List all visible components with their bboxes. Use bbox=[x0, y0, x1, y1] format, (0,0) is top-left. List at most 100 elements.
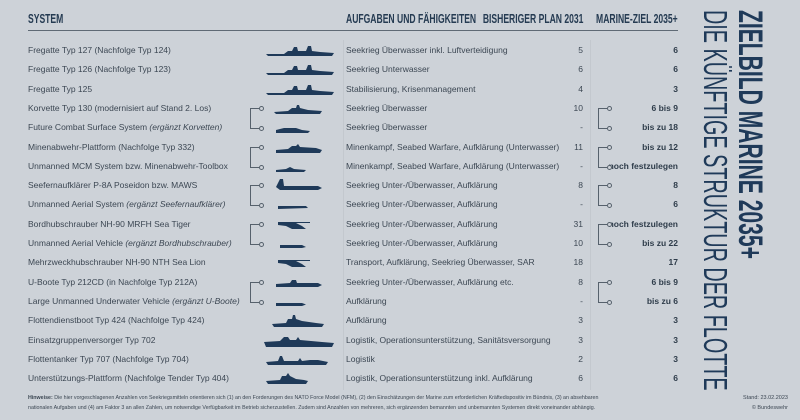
corvette-icon bbox=[274, 104, 322, 114]
underwater-vehicle-icon bbox=[276, 302, 306, 306]
target-2035-value: 8 bbox=[673, 180, 678, 191]
table-row: Flottendienstboot Typ 424 (Nachfolge Typ… bbox=[0, 311, 700, 330]
tasks: Seekrieg Überwasser bbox=[346, 122, 428, 133]
plan-2031-value: 6 bbox=[578, 64, 583, 75]
tasks: Stabilisierung, Krisenmanagement bbox=[346, 83, 476, 94]
connector-dot bbox=[607, 221, 612, 227]
footnote-line-1: Hinweise: Die hier vorgeschlagenen Anzah… bbox=[28, 395, 598, 401]
table-row: U-Boote Typ 212CD (in Nachfolge Typ 212A… bbox=[0, 273, 700, 292]
system-name: Fregatte Typ 126 (Nachfolge Typ 123) bbox=[28, 60, 171, 79]
table-row: Unmanned MCM System bzw. Minenabwehr-Too… bbox=[0, 157, 700, 176]
header-divider bbox=[28, 30, 678, 31]
table-row: Fregatte Typ 126 (Nachfolge Typ 123) Seek… bbox=[0, 60, 700, 79]
system-label: Einsatzgruppenversorger Typ 702 bbox=[28, 334, 156, 345]
group-bracket bbox=[598, 279, 612, 305]
target-2035-value: bis zu 6 bbox=[646, 295, 678, 306]
footnote-line-2: nationalen Aufgaben und (4) am Faktor 3 … bbox=[28, 405, 596, 411]
header-system: SYSTEM bbox=[28, 11, 64, 26]
plan-2031-value: 10 bbox=[573, 102, 583, 113]
date-stamp: Stand: 23.02.2023 bbox=[743, 395, 788, 401]
uav-icon bbox=[280, 245, 306, 248]
system-name: Bordhubschrauber NH-90 MRFH Sea Tiger bbox=[28, 215, 191, 234]
header-tasks: AUFGABEN UND FÄHIGKEITEN bbox=[346, 11, 477, 26]
system-note: (ergänzt Seefernaufklärer) bbox=[126, 199, 226, 210]
table-row: Large Unmanned Underwater Vehicle (ergän… bbox=[0, 292, 700, 311]
tasks: Seekrieg Unter-/Überwasser, Aufklärung bbox=[346, 180, 498, 191]
plan-2031-value: - bbox=[580, 160, 583, 171]
group-bracket bbox=[598, 183, 612, 209]
plan-2031-value: 18 bbox=[573, 257, 583, 268]
plan-2031-value: - bbox=[580, 295, 583, 306]
target-2035-value: 3 bbox=[673, 334, 678, 345]
table-row: Mehrzweckhubschrauber NH-90 NTH Sea Lion… bbox=[0, 253, 700, 272]
connector-dot bbox=[259, 279, 264, 285]
fleet-service-boat-icon bbox=[272, 315, 324, 328]
system-note: (ergänzt Korvetten) bbox=[149, 122, 223, 133]
tasks: Seekrieg Unter-/Überwasser, Aufklärung bbox=[346, 238, 498, 248]
table-row: Unmanned Aerial Vehicle (ergänzt Bordhub… bbox=[0, 234, 700, 253]
system-name: Unmanned MCM System bzw. Minenabwehr-Too… bbox=[28, 157, 228, 176]
system-name: Mehrzweckhubschrauber NH-90 NTH Sea Lion bbox=[28, 253, 206, 272]
target-2035-value: 3 bbox=[673, 315, 678, 326]
system-label: Large Unmanned Underwater Vehicle bbox=[28, 295, 173, 306]
plan-2031-value: 31 bbox=[573, 218, 583, 229]
table-row: Unterstützungs-Plattform (Nachfolge Tend… bbox=[0, 369, 700, 388]
tasks: Seekrieg Überwasser bbox=[346, 102, 428, 113]
column-divider bbox=[590, 40, 591, 390]
target-2035-value: noch festzulegen bbox=[608, 218, 678, 229]
connector-dot bbox=[259, 183, 264, 189]
system-name: Fregatte Typ 127 (Nachfolge Typ 124) bbox=[28, 41, 171, 60]
system-label: Unmanned Aerial System bbox=[28, 199, 127, 210]
title-subtitle: DIE KÜNFTIGE STRUKTUR DER FLOTTE bbox=[697, 10, 734, 391]
frigate-icon bbox=[266, 65, 334, 76]
plan-2031-value: 3 bbox=[578, 334, 583, 345]
target-2035-value: noch festzulegen bbox=[608, 160, 678, 171]
group-bracket bbox=[598, 221, 612, 247]
system-name: Unmanned Aerial Vehicle (ergänzt Bordhub… bbox=[28, 234, 232, 253]
plan-2031-value: 4 bbox=[578, 83, 583, 94]
system-name: Flottendienstboot Typ 424 (Nachfolge Typ… bbox=[28, 311, 204, 330]
group-bracket bbox=[250, 105, 264, 131]
footnote-text: Die hier vorgeschlagenen Anzahlen von Se… bbox=[52, 395, 599, 401]
helicopter-icon bbox=[278, 221, 310, 229]
system-name: Einsatzgruppenversorger Typ 702 bbox=[28, 331, 155, 350]
system-label: Flottendienstboot Typ 424 (Nachfolge Typ… bbox=[28, 315, 205, 326]
footnote-label: Hinweise: bbox=[28, 395, 53, 401]
system-label: Unmanned MCM System bzw. Minenabwehr-Too… bbox=[28, 160, 228, 171]
frigate-icon bbox=[266, 46, 334, 56]
system-label: Unterstützungs-Plattform (Nachfolge Tend… bbox=[28, 373, 229, 384]
system-note: (ergänzt U-Boote) bbox=[172, 295, 240, 306]
plan-2031-value: - bbox=[580, 122, 583, 133]
header-target: MARINE-ZIEL 2035+ bbox=[596, 11, 678, 26]
plan-2031-value: 3 bbox=[578, 315, 583, 326]
system-label: Flottentanker Typ 707 (Nachfolge Typ 704… bbox=[28, 353, 189, 364]
system-name: Large Unmanned Underwater Vehicle (ergän… bbox=[28, 292, 240, 311]
target-2035-value: 3 bbox=[673, 353, 678, 364]
group-bracket bbox=[250, 279, 264, 305]
plan-2031-value: 8 bbox=[578, 180, 583, 191]
target-2035-value: 6 bbox=[673, 45, 678, 55]
small-vessel-icon bbox=[276, 128, 310, 134]
tanker-icon bbox=[266, 355, 328, 365]
connector-dot bbox=[259, 105, 264, 111]
tasks: Logistik, Operationsunterstützung inkl. … bbox=[346, 373, 533, 384]
group-bracket bbox=[598, 144, 612, 170]
tasks: Seekrieg Überwasser inkl. Luftverteidigu… bbox=[346, 45, 508, 55]
tasks: Logistik, Operationsunterstützung, Sanit… bbox=[346, 334, 551, 345]
system-label: Mehrzweckhubschrauber NH-90 NTH Sea Lion bbox=[28, 257, 206, 268]
system-label: Korvette Typ 130 (modernisiert auf Stand… bbox=[28, 102, 212, 113]
supply-ship-icon bbox=[264, 336, 334, 347]
plan-2031-value: 8 bbox=[578, 276, 583, 287]
connector-dot bbox=[259, 144, 264, 150]
system-label: Bordhubschrauber NH-90 MRFH Sea Tiger bbox=[28, 218, 191, 229]
system-name: Fregatte Typ 125 bbox=[28, 80, 92, 99]
connector-dot bbox=[607, 203, 612, 209]
table-row: Minenabwehr-Plattform (Nachfolge Typ 332… bbox=[0, 138, 700, 157]
table-row: Flottentanker Typ 707 (Nachfolge Typ 704… bbox=[0, 350, 700, 369]
system-label: Fregatte Typ 126 (Nachfolge Typ 123) bbox=[28, 64, 171, 75]
system-name: Minenabwehr-Plattform (Nachfolge Typ 332… bbox=[28, 138, 195, 157]
table-row: Fregatte Typ 127 (Nachfolge Typ 124) Seek… bbox=[0, 41, 700, 60]
target-2035-value: 6 bis 9 bbox=[651, 276, 678, 287]
tasks: Seekrieg Unterwasser bbox=[346, 64, 430, 75]
tasks: Aufklärung bbox=[346, 295, 387, 306]
